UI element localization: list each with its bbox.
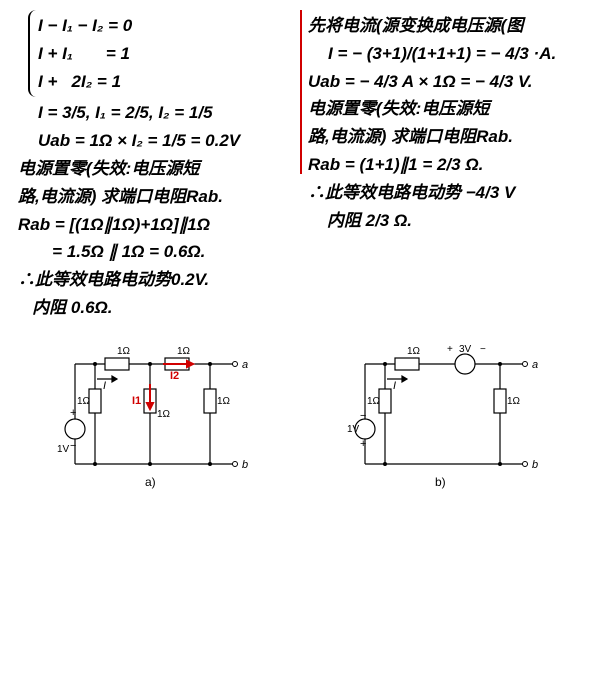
circuit-a: 1Ω 1Ω 1Ω 1Ω 1Ω 1V + − I I1 I2 a b a) bbox=[35, 334, 275, 499]
eq-3: I + 2I₂ = 1 bbox=[38, 70, 132, 94]
node-b: b bbox=[242, 459, 248, 471]
I1-label: I1 bbox=[132, 395, 141, 407]
r-top1-label: 1Ω bbox=[117, 346, 131, 357]
svg-text:+: + bbox=[360, 438, 366, 450]
r-rab: Rab = (1+1)∥1 = 2/3 Ω. bbox=[308, 153, 582, 177]
I-label: I bbox=[103, 380, 106, 392]
r-right-label-b: 1Ω bbox=[507, 396, 521, 407]
r-mid-label: 1Ω bbox=[157, 409, 171, 420]
svg-text:+: + bbox=[447, 344, 453, 355]
node-a: a bbox=[242, 359, 248, 371]
r-left-label: 1Ω bbox=[77, 396, 91, 407]
src-top-label: 3V bbox=[459, 344, 472, 355]
right-column: 先将电流(源变换成电压源(图 I = − (3+1)/(1+1+1) = − 4… bbox=[300, 10, 590, 324]
r-current: I = − (3+1)/(1+1+1) = − 4/3 ·A. bbox=[308, 42, 582, 66]
circuit-a-label: a) bbox=[145, 475, 156, 489]
node-a-b: a bbox=[532, 359, 538, 371]
uab-calc: Uab = 1Ω × I₂ = 1/5 = 0.2V bbox=[18, 129, 292, 153]
svg-text:+: + bbox=[70, 407, 76, 419]
r-text-2: 电源置零(失效:电压源短 bbox=[308, 97, 582, 121]
r-left-label-b: 1Ω bbox=[367, 396, 381, 407]
r-uab: Uab = − 4/3 A × 1Ω = − 4/3 V. bbox=[308, 70, 582, 94]
text-1: 电源置零(失效:电压源短 bbox=[18, 157, 292, 181]
circuit-b-label: b) bbox=[435, 475, 446, 489]
eq-1: I − I₁ − I₂ = 0 bbox=[38, 14, 132, 38]
equation-brace: I − I₁ − I₂ = 0 I + I₁ = 1 I + 2I₂ = 1 bbox=[28, 10, 132, 97]
rab-calc-2: = 1.5Ω ∥ 1Ω = 0.6Ω. bbox=[18, 240, 292, 264]
circuit-diagrams: 1Ω 1Ω 1Ω 1Ω 1Ω 1V + − I I1 I2 a b a) bbox=[10, 334, 590, 499]
left-column: I − I₁ − I₂ = 0 I + I₁ = 1 I + 2I₂ = 1 I… bbox=[10, 10, 300, 324]
src-label: 1V bbox=[57, 444, 70, 455]
r-conclusion-2: 内阻 2/3 Ω. bbox=[308, 209, 582, 233]
svg-text:−: − bbox=[70, 440, 76, 452]
eq-2: I + I₁ = 1 bbox=[38, 42, 132, 66]
svg-text:−: − bbox=[480, 344, 486, 355]
node-b-b: b bbox=[532, 459, 538, 471]
src-label-b: 1V bbox=[347, 424, 360, 435]
rab-calc-1: Rab = [(1Ω∥1Ω)+1Ω]∥1Ω bbox=[18, 213, 292, 237]
r-text-1: 先将电流(源变换成电压源(图 bbox=[308, 14, 582, 38]
r-top-label: 1Ω bbox=[407, 346, 421, 357]
r-conclusion-1: ∴此等效电路电动势 −4/3 V bbox=[308, 181, 582, 205]
conclusion-1: ∴此等效电路电动势0.2V. bbox=[18, 268, 292, 292]
I-label-b: I bbox=[393, 380, 396, 392]
page: I − I₁ − I₂ = 0 I + I₁ = 1 I + 2I₂ = 1 I… bbox=[10, 10, 590, 324]
circuit-b: 1Ω + 3V − 1Ω 1Ω 1V − + I a b b) bbox=[325, 334, 565, 499]
r-right-label: 1Ω bbox=[217, 396, 231, 407]
I2-label: I2 bbox=[170, 370, 179, 382]
column-divider bbox=[300, 10, 302, 174]
text-2: 路,电流源) 求端口电阻Rab. bbox=[18, 185, 292, 209]
conclusion-2: 内阻 0.6Ω. bbox=[18, 296, 292, 320]
r-top2-label: 1Ω bbox=[177, 346, 191, 357]
solution-values: I = 3/5, I₁ = 2/5, I₂ = 1/5 bbox=[18, 101, 292, 125]
svg-text:−: − bbox=[360, 410, 366, 422]
r-text-3: 路,电流源) 求端口电阻Rab. bbox=[308, 125, 582, 149]
